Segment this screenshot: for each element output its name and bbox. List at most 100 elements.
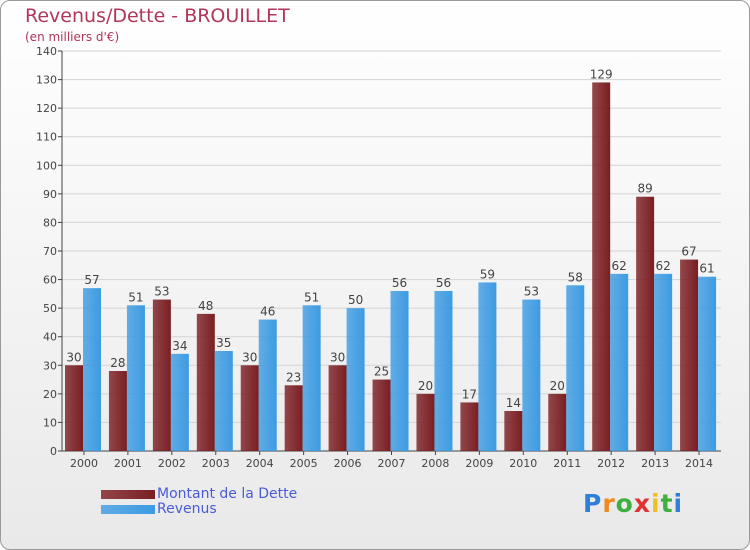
bar-revenus-2011 <box>566 285 585 451</box>
bar-revenus-2012 <box>610 273 629 451</box>
data-label: 17 <box>462 387 477 401</box>
bar-revenus-2000 <box>83 288 101 451</box>
bar-dette-2003 <box>196 313 215 451</box>
logo-letter: i <box>673 489 684 518</box>
bar-dette-2007 <box>372 379 391 451</box>
x-tick-label: 2005 <box>290 457 318 470</box>
data-label: 51 <box>128 290 143 304</box>
data-label: 57 <box>84 273 99 287</box>
bar-dette-2002 <box>152 299 171 451</box>
y-tick-label: 100 <box>36 159 57 172</box>
axes: 0 10 20 30 40 50 60 70 80 90 100 110 120 130 140 2000 20… <box>36 45 721 470</box>
legend-item-revenus: Revenus <box>101 502 297 517</box>
y-tick-label: 10 <box>43 416 57 429</box>
data-label: 28 <box>110 356 125 370</box>
legend-item-dette: Montant de la Dette <box>101 487 297 502</box>
x-tick-label: 2009 <box>465 457 493 470</box>
bar-dette-2012 <box>592 82 611 451</box>
bar-revenus-2009 <box>478 282 497 451</box>
legend-swatch-dette <box>101 490 155 499</box>
bar-revenus-2007 <box>390 291 409 451</box>
x-tick-label: 2014 <box>685 457 713 470</box>
y-tick-label: 110 <box>36 131 57 144</box>
bar-revenus-2003 <box>214 351 233 451</box>
data-label: 56 <box>392 276 407 290</box>
data-label: 46 <box>260 305 275 319</box>
bar-revenus-2001 <box>126 305 145 451</box>
data-label: 51 <box>304 290 319 304</box>
x-tick-label: 2013 <box>641 457 669 470</box>
data-label: 35 <box>216 336 231 350</box>
y-tick-label: 140 <box>36 45 57 58</box>
bar-dette-2005 <box>284 385 303 451</box>
y-tick-label: 0 <box>50 445 57 458</box>
data-label: 23 <box>286 370 301 384</box>
bar-revenus-2006 <box>346 308 365 451</box>
data-label: 62 <box>655 259 670 273</box>
bar-revenus-2014 <box>698 276 717 451</box>
bars <box>65 82 717 451</box>
logo-letter: o <box>615 489 634 518</box>
logo-letter: i <box>651 489 661 518</box>
data-label: 20 <box>418 379 433 393</box>
bar-dette-2008 <box>416 393 435 451</box>
data-label: 53 <box>524 285 539 299</box>
y-tick-label: 130 <box>36 74 57 87</box>
data-label: 129 <box>590 67 613 81</box>
x-tick-label: 2008 <box>421 457 449 470</box>
data-label: 14 <box>506 396 521 410</box>
y-tick-label: 20 <box>43 388 57 401</box>
y-tick-label: 120 <box>36 102 57 115</box>
bar-revenus-2013 <box>654 273 673 451</box>
y-tick-label: 70 <box>43 245 57 258</box>
legend: Montant de la Dette Revenus <box>101 487 297 517</box>
bar-dette-2014 <box>680 259 699 451</box>
data-label: 59 <box>480 267 495 281</box>
chart-subtitle: (en milliers d'€) <box>25 30 120 44</box>
x-tick-label: 2004 <box>246 457 274 470</box>
chart-title: Revenus/Dette - BROUILLET <box>25 5 290 27</box>
bar-dette-2010 <box>504 411 523 451</box>
logo-letter: P <box>583 489 603 518</box>
y-tick-label: 50 <box>43 302 57 315</box>
x-tick-label: 2001 <box>114 457 142 470</box>
logo-letter: r <box>602 489 616 518</box>
x-tick-label: 2000 <box>70 457 98 470</box>
data-label: 89 <box>637 182 652 196</box>
data-label: 67 <box>681 245 696 259</box>
bar-revenus-2005 <box>302 305 321 451</box>
bar-dette-2009 <box>460 402 479 451</box>
y-tick-label: 30 <box>43 359 57 372</box>
data-label: 62 <box>612 259 627 273</box>
x-tick-label: 2010 <box>509 457 537 470</box>
x-tick-label: 2002 <box>158 457 186 470</box>
data-label: 53 <box>154 285 169 299</box>
legend-label-dette: Montant de la Dette <box>157 486 298 502</box>
data-label: 48 <box>198 299 213 313</box>
legend-swatch-revenus <box>101 505 155 514</box>
data-label: 30 <box>66 350 81 364</box>
bar-revenus-2010 <box>522 299 541 451</box>
bar-dette-2001 <box>108 371 127 451</box>
logo-letter: x <box>633 489 651 518</box>
data-label: 20 <box>550 379 565 393</box>
bar-revenus-2004 <box>258 319 277 451</box>
logo-letter: t <box>660 489 674 518</box>
bar-dette-2011 <box>548 393 567 451</box>
bar-dette-2000 <box>65 365 83 451</box>
bar-revenus-2008 <box>434 291 453 451</box>
data-label: 34 <box>172 339 187 353</box>
bar-dette-2013 <box>636 196 655 451</box>
y-tick-label: 40 <box>43 331 57 344</box>
data-label: 30 <box>330 350 345 364</box>
data-label: 50 <box>348 293 363 307</box>
x-tick-label: 2012 <box>597 457 625 470</box>
data-label: 58 <box>568 270 583 284</box>
data-labels: 30 57 28 51 53 34 48 35 30 46 23 51 30 50 25 56 20 56 17 59… <box>66 67 714 410</box>
data-label: 30 <box>242 350 257 364</box>
bar-dette-2006 <box>328 365 347 451</box>
data-label: 25 <box>374 365 389 379</box>
y-tick-label: 60 <box>43 274 57 287</box>
